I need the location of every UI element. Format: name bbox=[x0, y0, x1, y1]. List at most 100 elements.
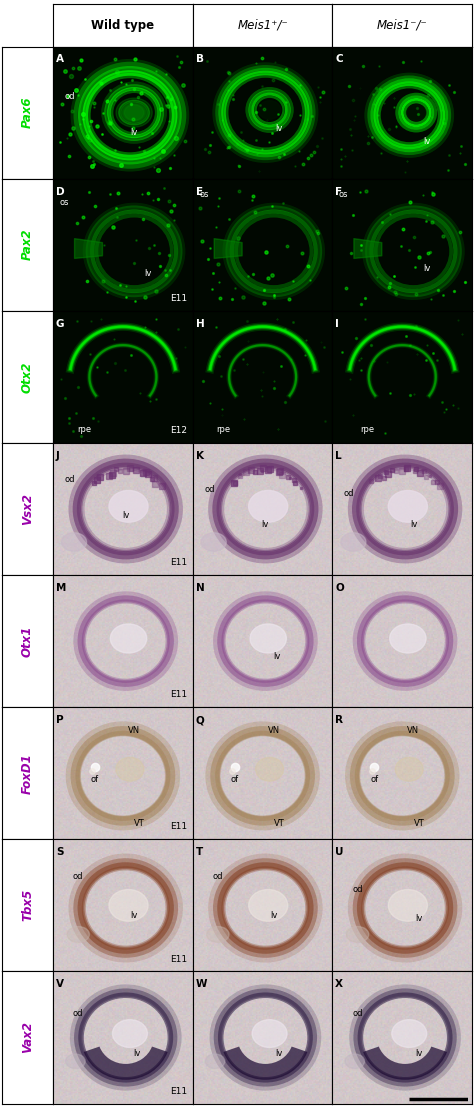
Text: lv: lv bbox=[415, 914, 423, 923]
Text: lv: lv bbox=[276, 1049, 283, 1058]
Text: E11: E11 bbox=[170, 690, 187, 699]
Text: VN: VN bbox=[128, 727, 140, 736]
Text: lv: lv bbox=[133, 1049, 141, 1058]
Text: of: of bbox=[91, 776, 99, 784]
Text: od: od bbox=[213, 872, 223, 881]
Text: X: X bbox=[335, 979, 343, 989]
Text: lv: lv bbox=[424, 264, 431, 273]
Text: lv: lv bbox=[262, 521, 269, 530]
Text: M: M bbox=[56, 583, 66, 593]
Text: S: S bbox=[56, 848, 64, 858]
Text: lv: lv bbox=[424, 137, 431, 146]
Ellipse shape bbox=[109, 491, 148, 522]
Text: rpe: rpe bbox=[217, 425, 230, 434]
Text: lv: lv bbox=[122, 511, 129, 520]
Ellipse shape bbox=[392, 235, 434, 268]
Ellipse shape bbox=[205, 1054, 225, 1068]
Text: W: W bbox=[196, 979, 207, 989]
Text: lv: lv bbox=[130, 912, 138, 921]
Ellipse shape bbox=[118, 100, 149, 125]
Text: FoxD1: FoxD1 bbox=[21, 752, 34, 793]
Text: U: U bbox=[335, 848, 344, 858]
Text: Q: Q bbox=[196, 715, 204, 725]
Text: od: od bbox=[204, 484, 215, 494]
Ellipse shape bbox=[109, 890, 148, 921]
Text: od: od bbox=[64, 475, 75, 484]
Text: E: E bbox=[196, 186, 203, 196]
Text: Meis1⁺/⁻: Meis1⁺/⁻ bbox=[237, 19, 288, 32]
Text: od: od bbox=[73, 872, 83, 881]
Ellipse shape bbox=[62, 533, 87, 552]
Ellipse shape bbox=[407, 104, 426, 121]
Ellipse shape bbox=[116, 98, 152, 127]
Wedge shape bbox=[363, 1047, 447, 1080]
Ellipse shape bbox=[110, 624, 146, 653]
Ellipse shape bbox=[341, 533, 366, 552]
Ellipse shape bbox=[121, 103, 146, 123]
Text: Pax2: Pax2 bbox=[21, 229, 34, 260]
Text: VN: VN bbox=[407, 727, 419, 736]
Text: os: os bbox=[339, 189, 348, 199]
Ellipse shape bbox=[253, 235, 295, 268]
Ellipse shape bbox=[201, 533, 226, 552]
Text: F: F bbox=[335, 186, 342, 196]
Text: lv: lv bbox=[273, 653, 280, 661]
Text: lv: lv bbox=[145, 269, 152, 278]
Text: rpe: rpe bbox=[360, 425, 374, 434]
Text: od: od bbox=[344, 489, 355, 497]
Text: od: od bbox=[352, 885, 363, 894]
Ellipse shape bbox=[112, 1019, 147, 1047]
Ellipse shape bbox=[249, 890, 288, 921]
Text: E11: E11 bbox=[170, 822, 187, 831]
Text: V: V bbox=[56, 979, 64, 989]
Text: VN: VN bbox=[268, 727, 280, 736]
Text: VT: VT bbox=[414, 819, 424, 828]
Ellipse shape bbox=[249, 491, 288, 522]
Text: Pax6: Pax6 bbox=[21, 96, 34, 129]
Text: od: od bbox=[352, 1009, 363, 1018]
Text: O: O bbox=[335, 583, 344, 593]
Text: Tbx5: Tbx5 bbox=[21, 890, 34, 922]
Ellipse shape bbox=[388, 890, 428, 921]
Ellipse shape bbox=[121, 103, 146, 123]
Text: P: P bbox=[56, 715, 64, 725]
Text: C: C bbox=[335, 54, 343, 64]
Text: E11: E11 bbox=[170, 294, 187, 302]
Ellipse shape bbox=[346, 926, 369, 943]
Text: Vsx2: Vsx2 bbox=[21, 493, 34, 525]
Text: Wild type: Wild type bbox=[91, 19, 155, 32]
Text: VT: VT bbox=[274, 819, 285, 828]
Ellipse shape bbox=[250, 624, 286, 653]
Text: Meis1⁻/⁻: Meis1⁻/⁻ bbox=[377, 19, 428, 32]
Text: Otx1: Otx1 bbox=[21, 625, 34, 657]
Text: D: D bbox=[56, 186, 64, 196]
Text: E11: E11 bbox=[170, 558, 187, 567]
Text: lv: lv bbox=[410, 521, 417, 530]
Wedge shape bbox=[223, 1047, 308, 1080]
Text: G: G bbox=[56, 319, 64, 329]
Ellipse shape bbox=[116, 758, 144, 781]
Text: E12: E12 bbox=[170, 425, 187, 435]
Text: of: of bbox=[230, 776, 239, 784]
Text: B: B bbox=[196, 54, 203, 64]
Ellipse shape bbox=[124, 105, 144, 121]
Text: J: J bbox=[56, 451, 60, 461]
Text: N: N bbox=[196, 583, 204, 593]
Text: lv: lv bbox=[130, 127, 138, 137]
Text: od: od bbox=[73, 1009, 83, 1018]
Ellipse shape bbox=[258, 101, 281, 120]
Ellipse shape bbox=[66, 1054, 85, 1068]
Ellipse shape bbox=[395, 758, 423, 781]
Text: K: K bbox=[196, 451, 203, 461]
Ellipse shape bbox=[388, 491, 428, 522]
Text: lv: lv bbox=[270, 912, 277, 921]
Text: rpe: rpe bbox=[77, 425, 91, 434]
Text: R: R bbox=[335, 715, 343, 725]
Text: od: od bbox=[64, 92, 75, 101]
Ellipse shape bbox=[345, 1054, 365, 1068]
Text: VT: VT bbox=[134, 819, 145, 828]
Wedge shape bbox=[84, 1047, 168, 1080]
Text: Otx2: Otx2 bbox=[21, 361, 34, 392]
Text: E11: E11 bbox=[170, 1087, 187, 1096]
Ellipse shape bbox=[207, 926, 229, 943]
